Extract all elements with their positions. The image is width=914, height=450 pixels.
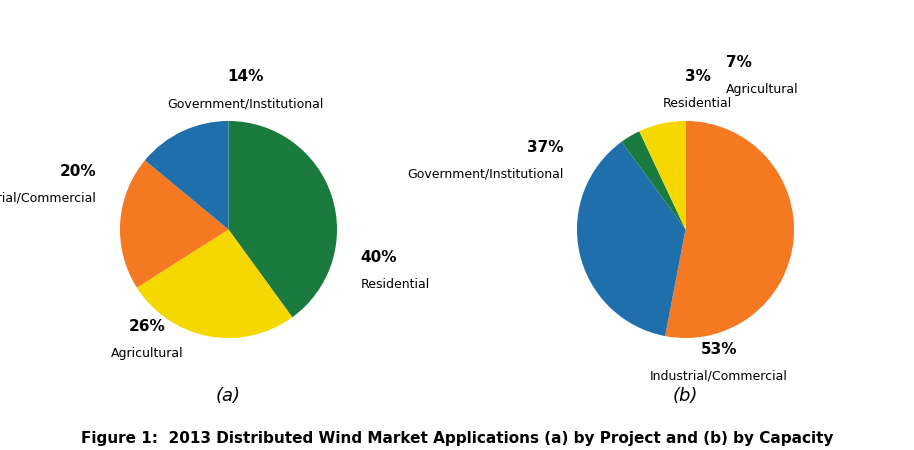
Wedge shape: [577, 142, 686, 336]
Text: 40%: 40%: [361, 250, 397, 265]
Text: Agricultural: Agricultural: [111, 347, 183, 360]
Text: Government/Institutional: Government/Institutional: [167, 97, 324, 110]
Text: Government/Institutional: Government/Institutional: [408, 167, 564, 180]
Wedge shape: [145, 121, 228, 230]
Text: (b): (b): [673, 387, 698, 405]
Text: Residential: Residential: [361, 278, 430, 291]
Text: 7%: 7%: [727, 55, 752, 70]
Text: Industrial/Commercial: Industrial/Commercial: [0, 192, 96, 205]
Wedge shape: [665, 121, 794, 338]
Wedge shape: [639, 121, 686, 230]
Text: Agricultural: Agricultural: [727, 83, 799, 96]
Text: 53%: 53%: [701, 342, 738, 357]
Text: 3%: 3%: [685, 68, 710, 84]
Text: Figure 1:  2013 Distributed Wind Market Applications (a) by Project and (b) by C: Figure 1: 2013 Distributed Wind Market A…: [80, 431, 834, 446]
Text: 37%: 37%: [527, 140, 564, 154]
Text: (a): (a): [216, 387, 241, 405]
Text: 26%: 26%: [129, 320, 165, 334]
Text: Industrial/Commercial: Industrial/Commercial: [650, 370, 788, 382]
Text: Residential: Residential: [663, 97, 732, 109]
Wedge shape: [120, 160, 228, 288]
Wedge shape: [622, 131, 686, 230]
Wedge shape: [228, 121, 337, 317]
Text: 20%: 20%: [59, 164, 96, 179]
Text: 14%: 14%: [228, 69, 263, 84]
Wedge shape: [137, 230, 292, 338]
